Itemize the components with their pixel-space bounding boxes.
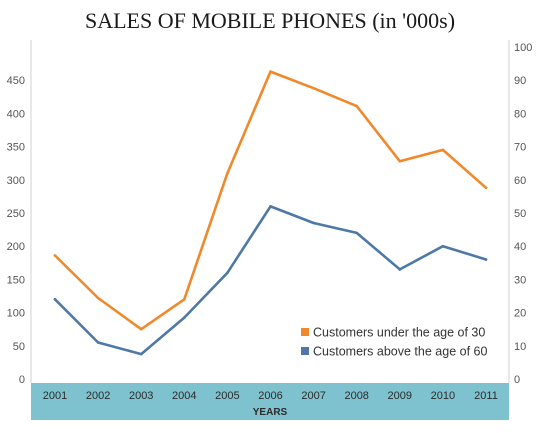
x-tick-label: 2005: [215, 390, 239, 402]
x-tick-label: 2009: [388, 390, 412, 402]
data-point: [183, 298, 186, 301]
x-tick-label: 2011: [474, 390, 498, 402]
data-point: [441, 244, 445, 248]
x-axis: 2001 2002 2003 2004 2005 2006 2007 2008 2009 2010…: [43, 390, 498, 402]
series-line-1: [53, 70, 488, 331]
data-point: [441, 148, 445, 152]
right-y-tick-label: 40: [514, 241, 526, 253]
x-axis-label: YEARS: [253, 407, 288, 418]
left-y-tick-label: 450: [7, 75, 25, 87]
x-tick-label: 2004: [172, 390, 196, 402]
x-tick-label: 2002: [86, 390, 110, 402]
data-point: [139, 327, 143, 331]
x-tick-label: 2003: [129, 390, 153, 402]
left-y-tick-label: 200: [7, 241, 25, 253]
right-y-tick-label: 0: [514, 374, 520, 386]
x-tick-label: 2008: [344, 390, 368, 402]
right-y-tick-label: 50: [514, 208, 526, 220]
legend-label: Customers above the age of 60: [313, 345, 487, 359]
data-point: [96, 341, 100, 344]
right-y-axis: 0 10 20 30 40 50 60 70 80 90 100: [514, 42, 532, 386]
right-y-tick-label: 80: [514, 108, 526, 120]
legend: Customers under the age of 30 Customers a…: [301, 326, 487, 359]
data-point: [139, 352, 143, 356]
data-point: [96, 296, 100, 300]
data-point: [269, 205, 272, 208]
x-tick-label: 2010: [431, 390, 455, 402]
left-y-tick-label: 0: [19, 374, 25, 386]
x-tick-label: 2001: [43, 390, 67, 402]
data-point: [183, 316, 186, 319]
left-y-axis: 0 50 100 150 200 250 300 350 400 450: [7, 75, 25, 386]
right-y-tick-label: 100: [514, 42, 532, 54]
data-point: [269, 70, 272, 73]
data-point: [398, 159, 402, 163]
left-y-tick-label: 250: [7, 208, 25, 220]
chart-title: SALES OF MOBILE PHONES (in '000s): [85, 8, 455, 33]
series-layer: [53, 70, 488, 356]
data-point: [398, 268, 402, 271]
legend-label: Customers under the age of 30: [313, 326, 485, 340]
left-y-tick-label: 150: [7, 274, 25, 286]
data-point: [53, 254, 57, 257]
right-y-tick-label: 20: [514, 308, 526, 320]
right-y-tick-label: 90: [514, 75, 526, 87]
x-tick-label: 2006: [258, 390, 282, 402]
data-point: [53, 298, 57, 301]
data-point: [355, 231, 359, 235]
left-y-tick-label: 100: [7, 308, 25, 320]
data-point: [312, 86, 315, 90]
right-y-tick-label: 70: [514, 142, 526, 154]
x-tick-label: 2007: [301, 390, 325, 402]
data-point: [484, 186, 488, 190]
right-y-tick-label: 10: [514, 341, 526, 353]
left-y-tick-label: 350: [7, 142, 25, 154]
right-y-tick-label: 30: [514, 274, 526, 286]
left-y-tick-label: 400: [7, 108, 25, 120]
legend-swatch: [301, 328, 309, 336]
data-point: [484, 258, 488, 261]
data-point: [226, 171, 229, 175]
data-point: [312, 221, 315, 225]
x-axis-band: [31, 383, 509, 420]
left-y-tick-label: 300: [7, 175, 25, 187]
right-y-tick-label: 60: [514, 175, 526, 187]
legend-swatch: [301, 347, 309, 355]
data-point: [355, 104, 359, 108]
data-point: [226, 271, 229, 275]
left-y-tick-label: 50: [13, 341, 25, 353]
